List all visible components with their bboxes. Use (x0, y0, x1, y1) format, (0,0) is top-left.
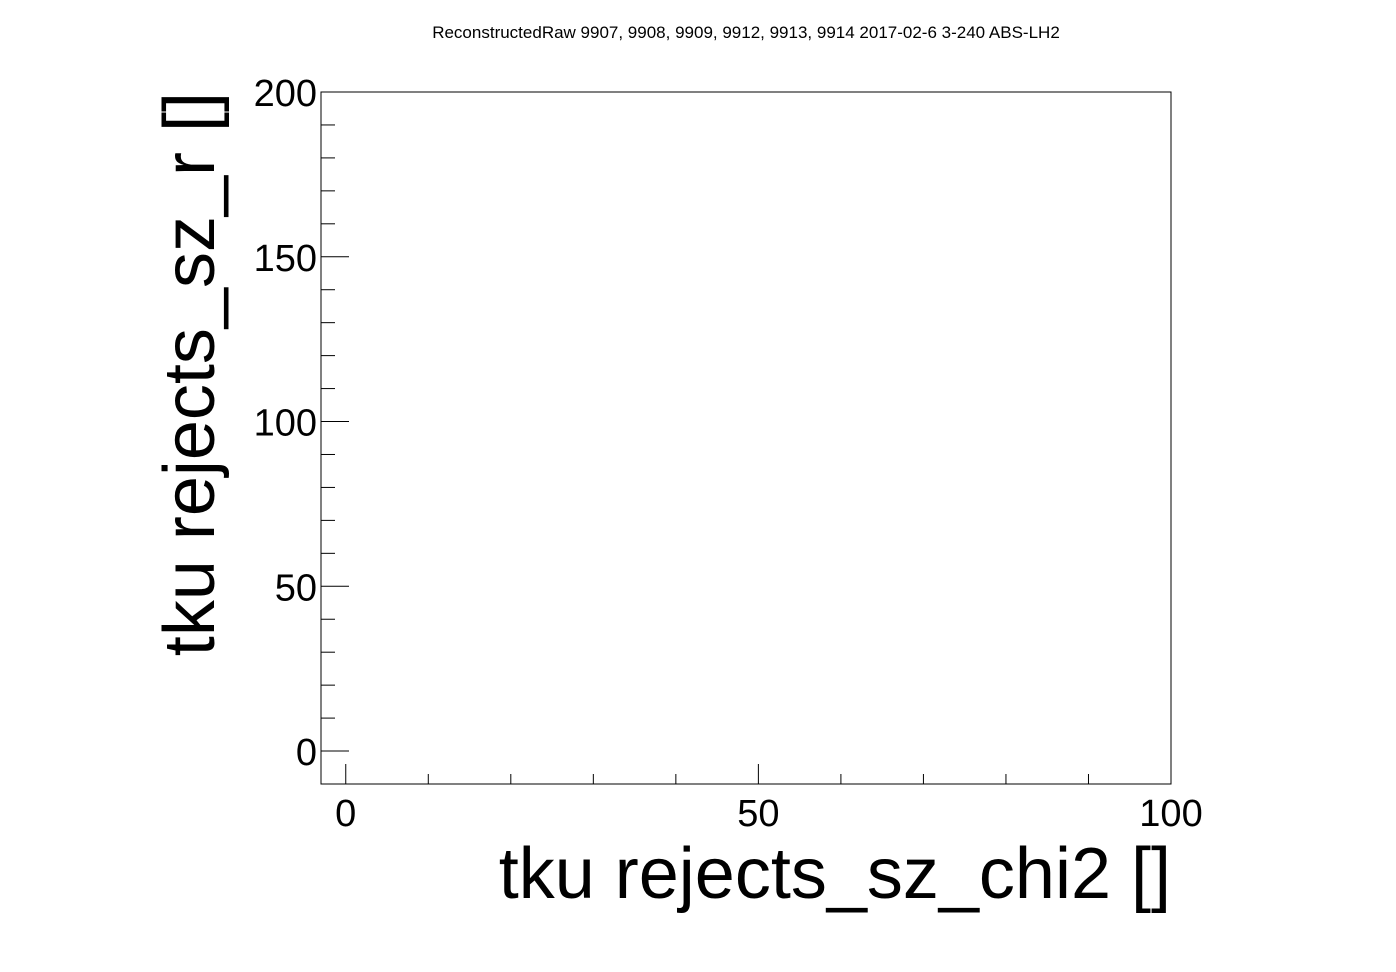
chart-title: ReconstructedRaw 9907, 9908, 9909, 9912,… (432, 23, 1060, 42)
y-axis-tick-labels: 0 50 100 150 200 (254, 73, 317, 774)
y-tick-label: 50 (275, 567, 317, 609)
y-tick-label: 100 (254, 403, 317, 445)
x-axis-title: tku rejects_sz_chi2 [] (499, 834, 1171, 914)
x-tick-label: 0 (335, 793, 356, 835)
x-tick-label: 50 (737, 793, 779, 835)
y-axis-title: tku rejects_sz_r [] (150, 92, 230, 656)
y-axis-ticks (321, 91, 349, 752)
y-tick-label: 0 (296, 732, 317, 774)
x-axis-tick-labels: 0 50 100 (335, 793, 1203, 835)
plot-frame (320, 91, 1172, 785)
x-axis-ticks (345, 764, 1172, 784)
y-tick-label: 200 (254, 73, 317, 115)
x-tick-label: 100 (1139, 793, 1202, 835)
y-tick-label: 150 (254, 238, 317, 280)
